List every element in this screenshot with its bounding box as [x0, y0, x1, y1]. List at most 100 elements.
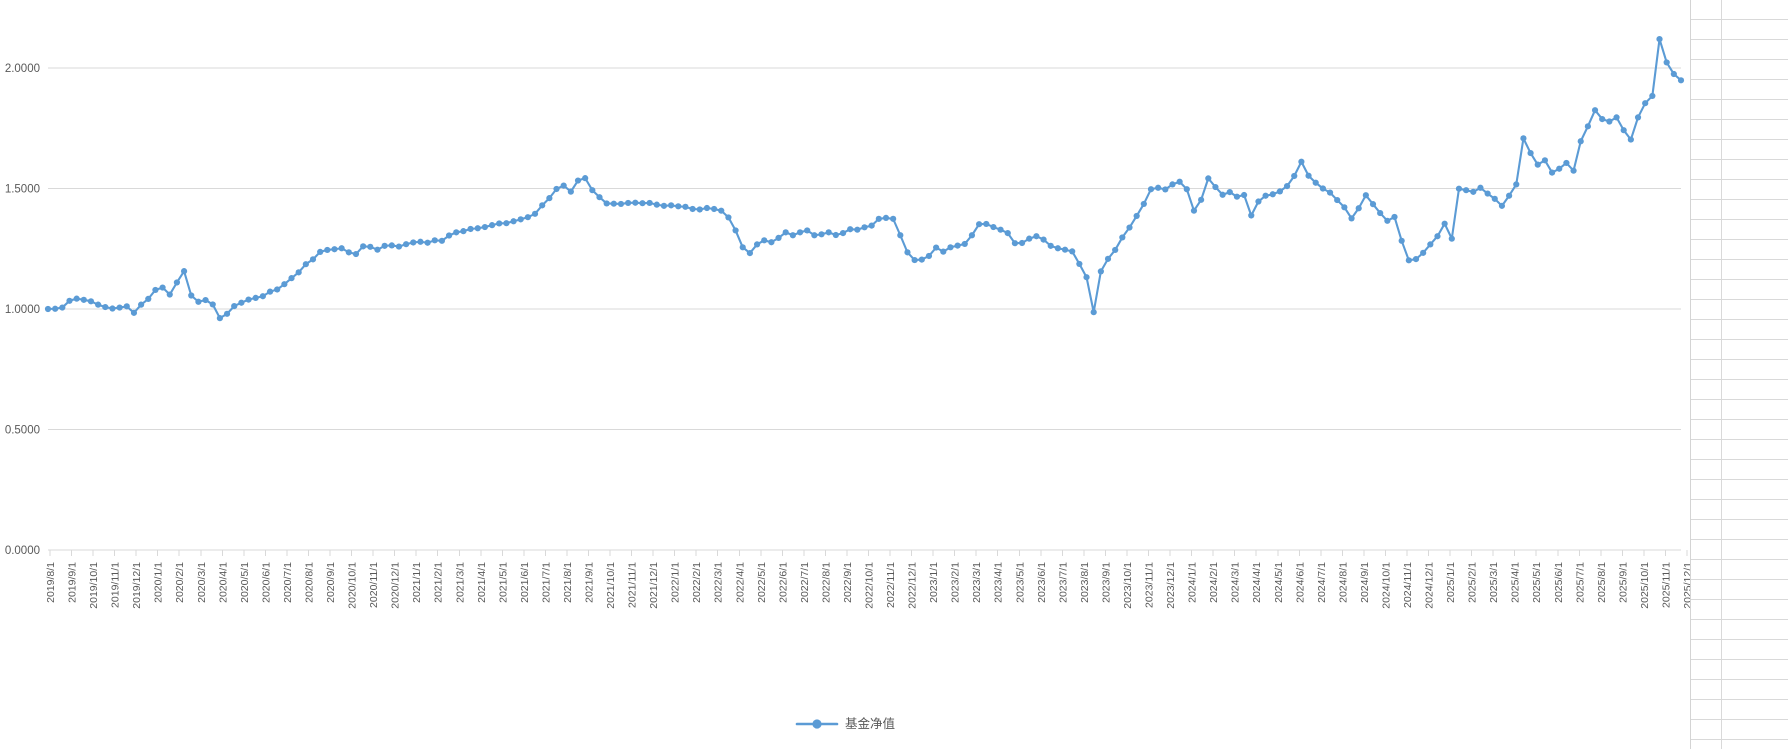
sheet-row[interactable] [1691, 0, 1788, 20]
sheet-row[interactable] [1691, 720, 1788, 740]
sheet-row[interactable] [1691, 520, 1788, 540]
sheet-row[interactable] [1691, 300, 1788, 320]
sheet-row[interactable] [1691, 220, 1788, 240]
series-data-point [1033, 233, 1040, 240]
x-axis-tick-label: 2024/9/1 [1359, 562, 1371, 603]
embedded-chart-object[interactable]: 0.0000 0.5000 1.0000 1.5000 2.0000 2019/8/1 20… [0, 0, 1690, 749]
sheet-row[interactable] [1691, 160, 1788, 180]
sheet-row[interactable] [1691, 340, 1788, 360]
sheet-row[interactable] [1691, 120, 1788, 140]
sheet-row[interactable] [1691, 680, 1788, 700]
sheet-row[interactable] [1691, 280, 1788, 300]
series-data-point [1520, 135, 1527, 142]
sheet-row[interactable] [1691, 480, 1788, 500]
series-data-point [1169, 181, 1176, 188]
sheet-row[interactable] [1691, 660, 1788, 680]
sheet-row[interactable] [1691, 200, 1788, 220]
series-data-point [453, 229, 460, 236]
series-data-point [660, 202, 668, 209]
series-data-point [1584, 123, 1591, 130]
x-axis-tick-label: 2019/9/1 [67, 562, 79, 603]
sheet-row[interactable] [1691, 600, 1788, 620]
x-axis-tick-label: 2019/11/1 [110, 562, 122, 608]
sheet-row[interactable] [1691, 400, 1788, 420]
x-axis-tick-label: 2022/4/1 [734, 562, 746, 603]
series-data-point [1298, 158, 1305, 165]
series-data-point [1334, 196, 1341, 204]
sheet-row[interactable] [1691, 700, 1788, 720]
series-data-point [1112, 246, 1119, 254]
sheet-row[interactable] [1691, 140, 1788, 160]
series-data-point [696, 206, 703, 213]
x-axis-tick-label: 2025/8/1 [1596, 562, 1608, 603]
series-data-point [209, 301, 216, 308]
series-data-point [1369, 201, 1377, 208]
x-axis-tick-label: 2020/9/1 [325, 562, 337, 603]
series-data-point [1620, 127, 1627, 134]
series-data-point [238, 299, 245, 306]
series-data-point [95, 301, 102, 308]
series-data-point [1341, 204, 1348, 211]
sheet-row[interactable] [1691, 580, 1788, 600]
series-data-point [832, 231, 839, 239]
sheet-row[interactable] [1691, 40, 1788, 60]
sheet-row[interactable] [1691, 460, 1788, 480]
chart-plot-area[interactable]: 0.0000 0.5000 1.0000 1.5000 2.0000 2019/8/1 20… [0, 0, 1690, 749]
sheet-row[interactable] [1691, 540, 1788, 560]
series-data-point [560, 182, 567, 189]
sheet-row[interactable] [1691, 560, 1788, 580]
sheet-row[interactable] [1691, 240, 1788, 260]
series-data-point [882, 214, 890, 221]
series-data-point [180, 268, 188, 275]
series-data-point [245, 296, 252, 303]
series-data-point [976, 221, 983, 228]
series-data-point [1219, 191, 1226, 198]
x-axis-tick-label: 2023/8/1 [1079, 562, 1091, 603]
sheet-row[interactable] [1691, 60, 1788, 80]
sheet-row[interactable] [1691, 20, 1788, 40]
series-data-point [718, 207, 725, 214]
sheet-row[interactable] [1691, 620, 1788, 640]
series-data-point [1656, 35, 1663, 43]
sheet-row[interactable] [1691, 320, 1788, 340]
y-axis-tick-label: 1.5000 [5, 184, 40, 196]
series-data-point [1570, 167, 1577, 174]
x-axis-tick-label: 2021/4/1 [476, 562, 488, 603]
series-data-point [231, 303, 238, 310]
series-data-point [1627, 136, 1634, 143]
x-axis-tick-label: 2020/6/1 [260, 562, 272, 603]
series-data-point [381, 242, 388, 249]
series-data-point [1513, 181, 1520, 188]
series-data-point [1391, 213, 1398, 221]
series-data-point [961, 240, 968, 248]
series-data-point [968, 232, 976, 239]
series-data-point [1448, 235, 1455, 242]
series-data-point [517, 216, 524, 223]
x-axis-tick-label: 2024/2/1 [1208, 562, 1220, 603]
sheet-row[interactable] [1691, 420, 1788, 440]
series-data-point [338, 245, 345, 252]
sheet-row[interactable] [1691, 360, 1788, 380]
sheet-row[interactable] [1691, 80, 1788, 100]
series-data-point [145, 295, 152, 302]
series-data-point [1613, 114, 1620, 121]
sheet-row[interactable] [1691, 260, 1788, 280]
series-data-point [732, 227, 739, 234]
series-data-point [868, 222, 875, 229]
spreadsheet-grid[interactable] [1690, 0, 1788, 749]
sheet-row[interactable] [1691, 640, 1788, 660]
series-data-point [1312, 179, 1319, 186]
sheet-row[interactable] [1691, 440, 1788, 460]
series-data-point [52, 305, 59, 312]
chart-legend[interactable]: 基金净值 [0, 712, 1690, 736]
x-axis-tick-label: 2021/5/1 [497, 562, 509, 603]
x-axis-tick-label: 2022/11/1 [885, 562, 897, 608]
series-data-point [668, 202, 675, 209]
sheet-row[interactable] [1691, 180, 1788, 200]
sheet-row[interactable] [1691, 100, 1788, 120]
x-axis-tick-label: 2025/5/1 [1531, 562, 1543, 603]
x-axis-tick-label: 2025/3/1 [1488, 562, 1500, 603]
sheet-row[interactable] [1691, 500, 1788, 520]
sheet-row[interactable] [1691, 380, 1788, 400]
series-data-point [725, 214, 732, 221]
